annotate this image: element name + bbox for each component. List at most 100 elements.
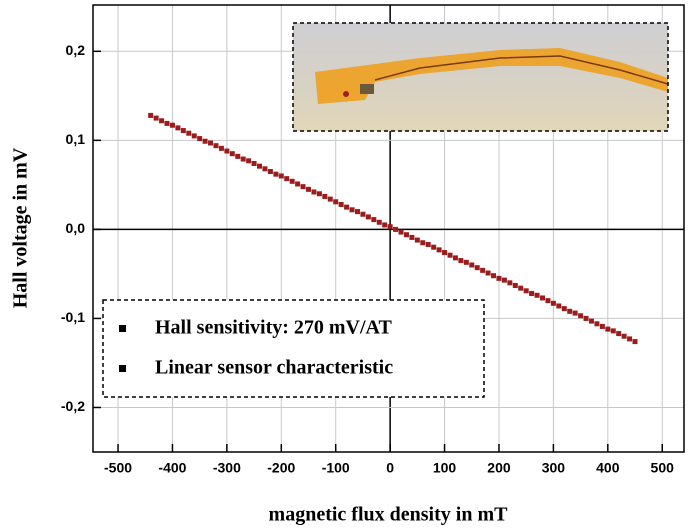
data-point	[616, 331, 622, 337]
data-point	[338, 201, 344, 207]
data-point	[474, 265, 480, 271]
data-point	[344, 204, 350, 210]
data-point	[556, 303, 562, 309]
data-point	[327, 196, 333, 202]
x-tick-label: 200	[487, 460, 511, 476]
data-point	[191, 133, 197, 139]
data-point	[208, 140, 214, 146]
data-point	[164, 120, 170, 126]
data-point	[447, 252, 453, 258]
y-tick-label: 0,2	[66, 42, 86, 58]
data-point	[507, 280, 513, 286]
data-point	[365, 214, 371, 220]
x-tick-label: 100	[433, 460, 457, 476]
data-point	[512, 282, 518, 288]
data-point	[371, 217, 377, 223]
data-point	[295, 181, 301, 187]
data-point	[480, 267, 486, 273]
plot-frame	[92, 4, 685, 453]
data-point	[360, 211, 366, 217]
data-point	[349, 207, 355, 213]
data-point	[572, 310, 578, 316]
data-point	[534, 292, 540, 298]
data-point	[333, 199, 339, 205]
data-point	[273, 171, 279, 177]
data-point	[148, 112, 154, 118]
data-point	[463, 259, 469, 265]
data-point	[153, 115, 159, 121]
data-point	[621, 333, 627, 339]
data-point	[300, 184, 306, 190]
y-tick-label: 0,1	[66, 131, 86, 147]
annotation: Linear sensor characteristic	[155, 357, 393, 379]
data-point	[496, 275, 502, 281]
data-point	[262, 166, 268, 172]
annotation: Hall sensitivity: 270 mV/AT	[155, 317, 393, 339]
data-point	[224, 148, 230, 154]
data-point	[431, 244, 437, 250]
data-point	[409, 234, 415, 240]
data-point	[442, 250, 448, 256]
data-point	[229, 151, 235, 157]
x-tick-label: -500	[104, 460, 132, 476]
data-point	[594, 321, 600, 327]
x-axis-label: magnetic flux density in mT	[269, 504, 509, 526]
data-point	[306, 186, 312, 192]
data-point	[175, 125, 181, 131]
legend-marker	[119, 325, 126, 332]
data-point	[632, 339, 638, 345]
data-point	[246, 158, 252, 164]
data-point	[627, 336, 633, 342]
data-point	[213, 143, 219, 149]
data-point	[436, 247, 442, 253]
data-point	[578, 313, 584, 319]
data-point	[284, 176, 290, 182]
data-point	[186, 130, 192, 136]
data-point	[235, 153, 241, 159]
data-point	[197, 136, 203, 142]
data-point	[240, 156, 246, 162]
data-point	[376, 219, 382, 225]
data-point	[251, 160, 257, 166]
legend-marker	[119, 365, 126, 372]
data-point	[452, 255, 458, 261]
data-point	[610, 328, 616, 334]
data-point	[588, 318, 594, 324]
data-point	[561, 306, 567, 312]
x-tick-label: -300	[213, 460, 241, 476]
inset-photo	[292, 22, 669, 132]
x-tick-label: 0	[386, 460, 394, 476]
x-tick-label: -100	[322, 460, 350, 476]
x-tick-label: 300	[542, 460, 566, 476]
data-point	[425, 242, 431, 248]
data-point	[311, 189, 317, 195]
data-point	[583, 315, 589, 321]
x-tick-label: 400	[596, 460, 620, 476]
data-point	[316, 191, 322, 197]
data-point	[354, 209, 360, 215]
data-point	[529, 291, 535, 297]
data-point	[605, 326, 611, 332]
y-tick-label: 0,0	[66, 220, 86, 236]
data-point	[278, 173, 284, 179]
data-point	[599, 323, 605, 329]
data-point	[169, 122, 175, 128]
data-point	[414, 237, 420, 243]
y-tick-label: -0,1	[61, 309, 85, 325]
data-point	[485, 270, 491, 276]
data-point	[257, 163, 263, 169]
y-axis-label: Hall voltage in mV	[10, 147, 32, 308]
data-point	[398, 229, 404, 235]
x-tick-label: -200	[267, 460, 295, 476]
x-tick-label: -400	[158, 460, 186, 476]
data-point	[550, 300, 556, 306]
data-point	[420, 240, 426, 246]
data-point	[523, 288, 529, 294]
data-point	[159, 118, 165, 124]
y-tick-label: -0,2	[61, 398, 85, 414]
data-point	[518, 285, 524, 291]
data-point	[458, 258, 464, 264]
data-point	[469, 262, 475, 268]
data-point	[218, 145, 224, 151]
